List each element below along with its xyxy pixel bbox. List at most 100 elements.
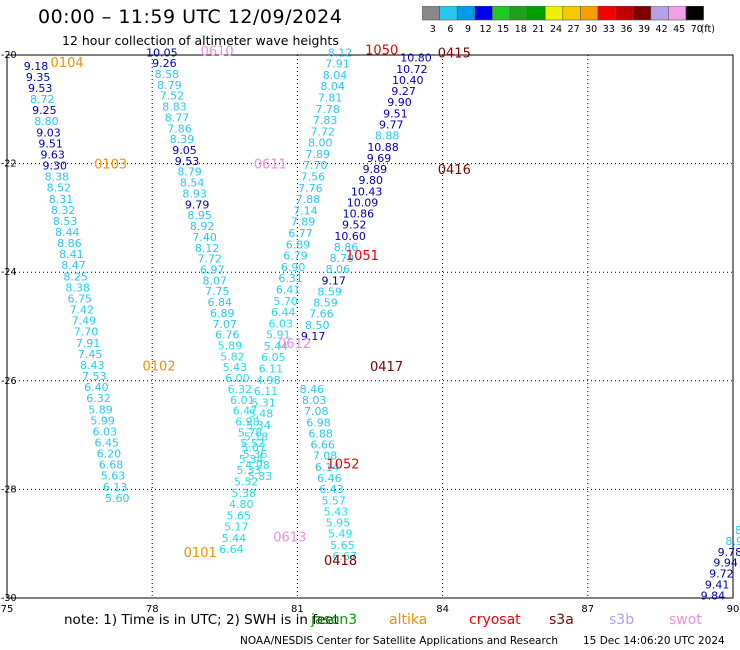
wave-height-value: 9.53 xyxy=(28,82,53,95)
colorbar-label: 70 xyxy=(691,24,703,35)
wave-height-value: 6.98 xyxy=(306,416,331,429)
wave-height-value: 6.41 xyxy=(276,283,301,296)
wave-height-value: 10.86 xyxy=(343,208,375,221)
wave-height-value: 10.88 xyxy=(367,141,399,154)
wave-height-value: 4.98 xyxy=(256,374,281,387)
wave-height-value: 8.12 xyxy=(328,46,353,59)
wave-height-value: 8.58 xyxy=(155,68,180,81)
wave-height-value: 8.92 xyxy=(190,220,215,233)
legend-item-cryosat: cryosat xyxy=(469,612,521,628)
wave-height-value: 9.35 xyxy=(26,71,51,84)
wave-height-value: 6.90 xyxy=(281,261,306,274)
wave-height-value: 10.05 xyxy=(146,46,178,59)
wave-height-value: 7.75 xyxy=(205,285,230,298)
wave-height-value: 8.79 xyxy=(157,79,182,92)
wave-height-value: 6.75 xyxy=(67,292,92,305)
wave-height-value: 8.43 xyxy=(80,359,105,372)
altimeter-map: 75 78 81 84 87 90-20-22-24-26-28-309.189.359.… xyxy=(1,44,740,612)
wave-height-value: 8.77 xyxy=(165,111,190,124)
wave-height-value: 5.34 xyxy=(246,419,271,432)
wave-height-value: 8.46 xyxy=(300,383,325,396)
wave-height-value: 6.03 xyxy=(92,425,117,438)
wave-height-value: 9.89 xyxy=(363,163,388,176)
wave-height-value: 6.68 xyxy=(99,459,124,472)
wave-height-value: 6.40 xyxy=(84,381,109,394)
wave-height-value: 5.43 xyxy=(223,361,248,374)
wave-height-value: 7.52 xyxy=(160,90,185,103)
colorbar-label: 18 xyxy=(515,24,527,35)
wave-height-value: 7.70 xyxy=(74,326,99,339)
wave-height-value: 6.31 xyxy=(278,272,303,285)
y-tick-label: -24 xyxy=(1,267,17,278)
wave-height-value: 9.63 xyxy=(40,148,65,161)
wave-height-value: 5.78 xyxy=(238,426,263,439)
wave-height-value: 9.17 xyxy=(301,330,326,343)
wave-height-value: 8.44 xyxy=(55,226,80,239)
legend-item-s3b: s3b xyxy=(609,612,635,628)
wave-height-value: 6.45 xyxy=(95,436,120,449)
x-tick-label: 87 xyxy=(581,604,594,612)
pass-time-label: 0416 xyxy=(438,163,471,178)
x-tick-label: 81 xyxy=(291,604,304,612)
wave-height-value: 5.38 xyxy=(231,487,256,500)
wave-height-value: 8.83 xyxy=(162,101,187,114)
pass-time-label: 0418 xyxy=(324,554,357,569)
colorbar-label: 30 xyxy=(585,24,597,35)
colorbar-label: 42 xyxy=(656,24,668,35)
wave-height-value: 4.80 xyxy=(229,498,254,511)
wave-height-value: 6.32 xyxy=(86,392,111,405)
pass-time-label: 0101 xyxy=(184,546,217,561)
wave-height-value: 9.25 xyxy=(32,104,57,117)
wave-height-value: 5.82 xyxy=(220,350,245,363)
wave-height-value: 5.43 xyxy=(324,505,349,518)
wave-height-value: 5.65 xyxy=(227,509,252,522)
wave-height-value: 8.52 xyxy=(47,182,72,195)
wave-height-value: 7.89 xyxy=(291,216,316,229)
wave-height-value: 9.79 xyxy=(185,198,210,211)
wave-height-value: 6.14 xyxy=(315,461,340,474)
colorbar-label: 24 xyxy=(550,24,562,35)
legend-item-altika: altika xyxy=(389,612,428,628)
wave-height-value: 8.38 xyxy=(65,281,90,294)
wave-height-value: 9.80 xyxy=(358,174,383,187)
wave-height-value: 7.42 xyxy=(70,304,95,317)
wave-height-value: 5.44 xyxy=(222,532,247,545)
wave-height-value: 8.41 xyxy=(59,248,84,261)
x-tick-label: 90 xyxy=(727,604,740,612)
pass-time-label: 0102 xyxy=(143,360,176,375)
wave-height-value: 8.04 xyxy=(323,69,348,82)
colorbar-label: 36 xyxy=(620,24,632,35)
wave-height-value: 5.07 xyxy=(241,442,266,455)
wave-height-value: 8.9 xyxy=(725,535,740,548)
wave-height-value: 5.48 xyxy=(249,408,274,421)
wave-height-value: 5.18 xyxy=(244,430,269,443)
wave-height-value: 9.51 xyxy=(38,137,63,150)
wave-height-value: 6.00 xyxy=(225,372,250,385)
wave-height-value: 9.30 xyxy=(43,160,68,173)
wave-height-value: 8.25 xyxy=(63,270,88,283)
wave-height-value: 8.72 xyxy=(30,93,55,106)
x-tick-label: 84 xyxy=(436,604,449,612)
x-tick-label: 75 xyxy=(1,604,14,612)
pass-time-label: 0612 xyxy=(278,337,311,352)
colorbar-unit: (ft) xyxy=(701,24,715,35)
wave-height-value: 6.32 xyxy=(228,383,253,396)
wave-height-value: 5.99 xyxy=(90,414,115,427)
wave-height-value: 6.77 xyxy=(288,227,313,240)
legend-item-jason3: jason3 xyxy=(311,612,358,628)
wave-height-value: 8.80 xyxy=(34,115,59,128)
wave-height-value: 8.07 xyxy=(202,274,227,287)
wave-height-value: 9.69 xyxy=(367,152,392,165)
wave-height-value: 5.89 xyxy=(218,340,243,353)
wave-height-value: 8.03 xyxy=(302,394,327,407)
wave-height-value: 9.53 xyxy=(175,155,200,168)
wave-height-value: 9.78 xyxy=(718,546,740,559)
wave-height-value: 9.05 xyxy=(172,144,197,157)
page-subtitle: 12 hour collection of altimeter wave hei… xyxy=(62,33,339,48)
wave-height-value: 8 xyxy=(735,524,740,537)
wave-height-value: 5.17 xyxy=(224,521,249,534)
colorbar-label: 45 xyxy=(673,24,685,35)
wave-height-value: 9.90 xyxy=(387,96,412,109)
wave-height-value: 10.80 xyxy=(400,52,432,65)
wave-height-value: 7.14 xyxy=(293,204,318,217)
